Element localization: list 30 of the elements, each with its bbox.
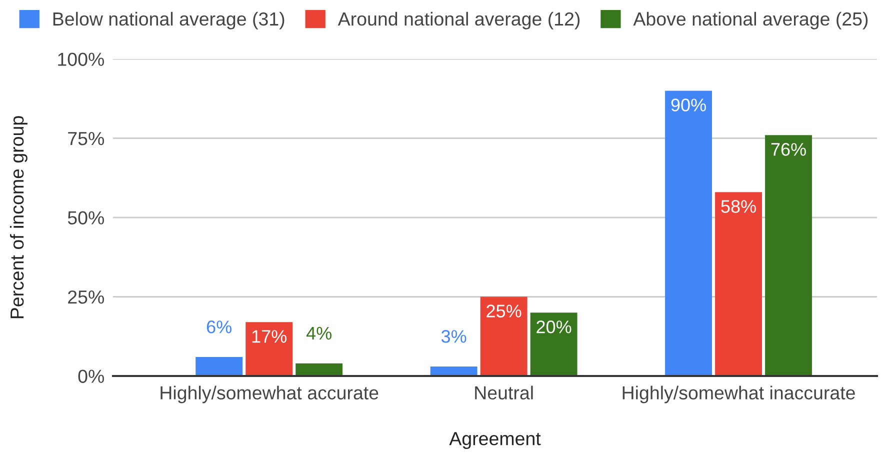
legend-label: Above national average (25) bbox=[633, 12, 868, 30]
legend-label: Around national average (12) bbox=[338, 12, 580, 30]
data-label: 4% bbox=[306, 326, 332, 340]
bar bbox=[530, 312, 578, 376]
data-label: 90% bbox=[671, 98, 706, 112]
y-tick-label: 50% bbox=[68, 211, 104, 224]
legend-label: Below national average (31) bbox=[53, 12, 284, 30]
data-label: 76% bbox=[771, 142, 806, 156]
y-tick-label: 0% bbox=[78, 370, 104, 383]
bar bbox=[715, 192, 762, 376]
bar bbox=[665, 90, 712, 376]
bar bbox=[765, 135, 812, 376]
x-tick-label: Highly/somewhat accurate bbox=[160, 386, 378, 404]
bar bbox=[246, 322, 293, 376]
data-label: 6% bbox=[206, 320, 232, 334]
bar bbox=[480, 296, 528, 376]
data-label: 58% bbox=[721, 200, 756, 213]
y-tick-label: 75% bbox=[68, 132, 104, 146]
x-tick-label: Highly/somewhat inaccurate bbox=[622, 386, 855, 404]
data-label: 17% bbox=[252, 330, 287, 343]
y-tick-label: 25% bbox=[68, 290, 104, 304]
x-tick-label: Neutral bbox=[475, 386, 533, 400]
x-axis-title: Agreement bbox=[449, 432, 541, 449]
data-label: 25% bbox=[486, 304, 522, 318]
data-label: 20% bbox=[536, 320, 572, 334]
bar bbox=[196, 356, 243, 376]
bar bbox=[296, 363, 343, 376]
data-label: 3% bbox=[441, 330, 466, 343]
y-tick-label: 100% bbox=[58, 52, 104, 66]
y-axis-title: Percent of income group bbox=[10, 116, 28, 318]
